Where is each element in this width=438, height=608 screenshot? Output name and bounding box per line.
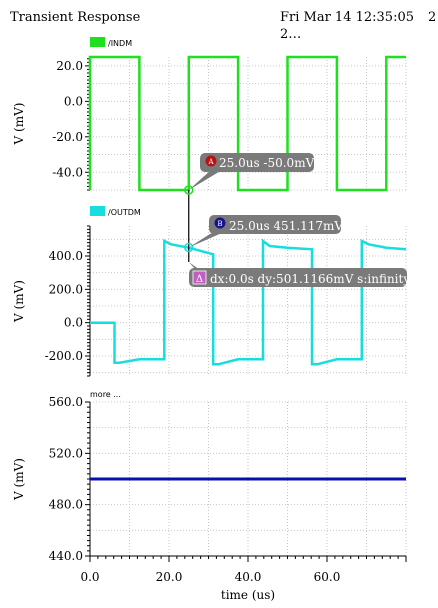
x-axis-label: time (us) (221, 588, 275, 602)
timestamp: Fri Mar 14 12:35:05 (280, 10, 414, 25)
timestamp-continued: 2… (280, 27, 302, 42)
marker-a-label: 25.0us -50.0mV (219, 156, 315, 170)
y-tick-label: 20.0 (56, 59, 83, 73)
marker-b-badge (214, 217, 226, 229)
x-tick-label: 60.0 (314, 570, 341, 584)
x-tick-label: 40.0 (235, 570, 262, 584)
y-axis-label: V (mV) (12, 458, 26, 501)
marker-b-label: 25.0us 451.117mV (229, 219, 343, 233)
marker-b-box (209, 215, 341, 234)
legend-label: /OUTDM (108, 208, 141, 217)
y-tick-label: 520.0 (49, 446, 83, 460)
y-tick-label: 480.0 (49, 498, 83, 512)
y-tick-label: -40.0 (52, 165, 83, 179)
y-tick-label: 0.0 (64, 94, 83, 108)
y-tick-label: 200.0 (49, 282, 83, 296)
delta-label: dx:0.0s dy:501.1166mV s:infinity (210, 272, 410, 286)
marker-a-badge (205, 155, 217, 167)
x-tick-label: 20.0 (156, 570, 183, 584)
marker-b-point (184, 242, 194, 253)
plot-panel-1: 20.0 0.0 -20.0 -40.0 V (mV) /INDM (12, 37, 407, 192)
delta-symbol: Δ (196, 274, 203, 285)
legend-label: more ... (90, 390, 121, 399)
page-number: 2 (428, 10, 437, 25)
marker-a-pointer (188, 172, 219, 190)
delta-box (189, 268, 407, 287)
y-tick-label: -20.0 (52, 130, 83, 144)
y-tick-label: 440.0 (49, 549, 83, 563)
y-tick-label: 400.0 (49, 249, 83, 263)
plot-panel-3: 560.0 520.0 480.0 440.0 V (mV) more ... (12, 390, 407, 563)
x-axis: 0.0 20.0 40.0 60.0 time (us) (80, 555, 407, 602)
y-tick-label: -200.0 (45, 349, 83, 363)
series-line-2 (90, 238, 407, 366)
marker-a-box (200, 153, 314, 172)
y-axis-label: V (mV) (12, 280, 26, 323)
legend-swatch (90, 206, 105, 216)
y-tick-label: 560.0 (49, 395, 83, 409)
x-tick-label: 0.0 (80, 570, 99, 584)
window-title: Transient Response (10, 10, 141, 25)
marker-b-pointer (188, 233, 221, 248)
y-axis-label: V (mV) (12, 103, 26, 146)
marker-b-letter: B (217, 220, 222, 228)
marker-annotations: A 25.0us -50.0mV B 25.0us 451.117mV Δ dx:0.0s… (184, 153, 410, 287)
marker-a-letter: A (207, 158, 214, 166)
plot-panel-2: 400.0 200.0 0.0 -200.0 V (mV) /OUTDM (12, 206, 407, 377)
legend-label: /INDM (108, 39, 132, 48)
delta-badge (192, 270, 207, 285)
legend-swatch (90, 37, 105, 47)
y-tick-label: 0.0 (64, 316, 83, 330)
series-line-1 (88, 55, 406, 192)
marker-a-point (184, 185, 194, 195)
